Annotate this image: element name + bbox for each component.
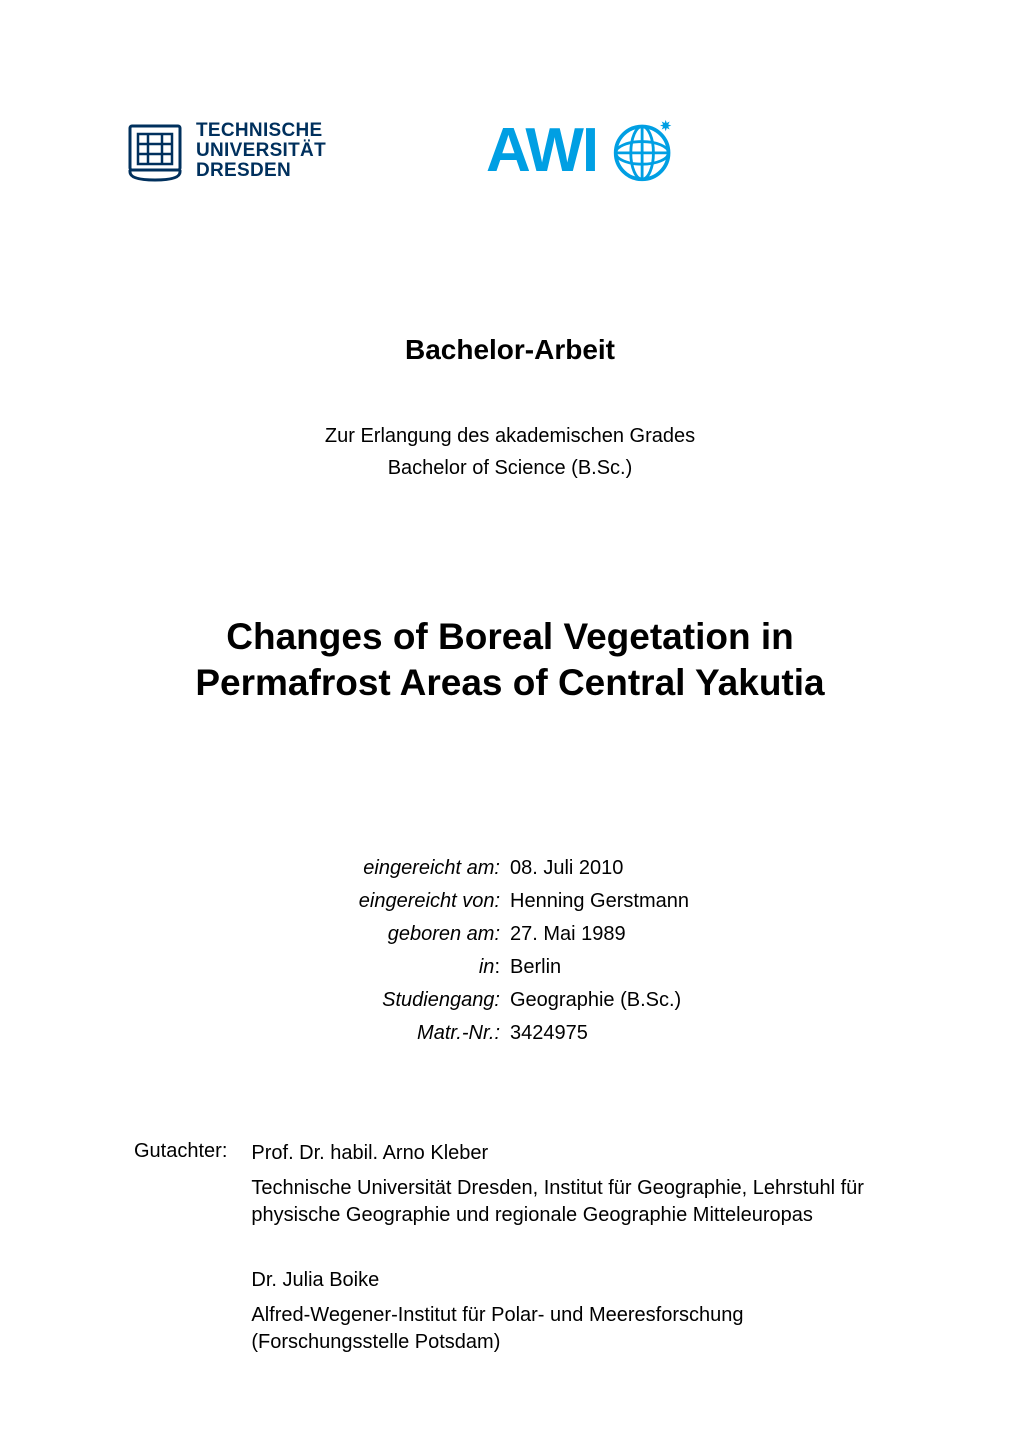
born-in-label: in: xyxy=(270,956,510,979)
reviewer-1-name: Prof. Dr. habil. Arno Kleber xyxy=(251,1140,892,1167)
awi-wordmark: AWI xyxy=(486,120,597,182)
tud-shield-icon xyxy=(128,120,182,182)
program-label: Studiengang: xyxy=(270,989,510,1012)
tud-logo: TECHNISCHE UNIVERSITÄT DRESDEN xyxy=(128,120,326,182)
title-page: TECHNISCHE UNIVERSITÄT DRESDEN AWI Bache… xyxy=(0,0,1020,1386)
reviewers-label: Gutachter: xyxy=(134,1140,227,1386)
reviewer-2-affiliation: Alfred-Wegener-Institut für Polar- und M… xyxy=(251,1302,892,1356)
reviewer-2-name: Dr. Julia Boike xyxy=(251,1267,892,1294)
matr-value: 3424975 xyxy=(510,1022,750,1045)
reviewer-1: Prof. Dr. habil. Arno Kleber Technische … xyxy=(251,1140,892,1229)
submitted-by-value: Henning Gerstmann xyxy=(510,890,750,913)
logo-row: TECHNISCHE UNIVERSITÄT DRESDEN AWI xyxy=(128,118,892,184)
info-row: in: Berlin xyxy=(128,956,892,979)
info-row: geboren am: 27. Mai 1989 xyxy=(128,923,892,946)
reviewers-section: Gutachter: Prof. Dr. habil. Arno Kleber … xyxy=(128,1140,892,1386)
reviewer-2: Dr. Julia Boike Alfred-Wegener-Institut … xyxy=(251,1267,892,1356)
born-in-value: Berlin xyxy=(510,956,750,979)
program-value: Geographie (B.Sc.) xyxy=(510,989,750,1012)
tud-line2: UNIVERSITÄT xyxy=(196,141,326,161)
document-type: Bachelor-Arbeit xyxy=(128,334,892,366)
submitted-on-label: eingereicht am: xyxy=(270,857,510,880)
born-on-value: 27. Mai 1989 xyxy=(510,923,750,946)
submitted-on-value: 08. Juli 2010 xyxy=(510,857,750,880)
document-subtitle: Zur Erlangung des akademischen Grades Ba… xyxy=(128,420,892,484)
title-line2: Permafrost Areas of Central Yakutia xyxy=(128,660,892,706)
main-title: Changes of Boreal Vegetation in Permafro… xyxy=(128,614,892,707)
tud-line3: DRESDEN xyxy=(196,161,326,181)
awi-logo: AWI xyxy=(486,118,677,184)
subtitle-line2: Bachelor of Science (B.Sc.) xyxy=(128,452,892,484)
title-line1: Changes of Boreal Vegetation in xyxy=(128,614,892,660)
tud-line1: TECHNISCHE xyxy=(196,121,326,141)
reviewer-1-affiliation: Technische Universität Dresden, Institut… xyxy=(251,1175,892,1229)
submitted-by-label: eingereicht von: xyxy=(270,890,510,913)
born-on-label: geboren am: xyxy=(270,923,510,946)
info-row: eingereicht von: Henning Gerstmann xyxy=(128,890,892,913)
info-row: Studiengang: Geographie (B.Sc.) xyxy=(128,989,892,1012)
submission-info: eingereicht am: 08. Juli 2010 eingereich… xyxy=(128,857,892,1045)
matr-label: Matr.-Nr.: xyxy=(270,1022,510,1045)
info-row: eingereicht am: 08. Juli 2010 xyxy=(128,857,892,880)
reviewers-body: Prof. Dr. habil. Arno Kleber Technische … xyxy=(251,1140,892,1386)
info-row: Matr.-Nr.: 3424975 xyxy=(128,1022,892,1045)
awi-globe-icon xyxy=(611,118,677,184)
tud-wordmark: TECHNISCHE UNIVERSITÄT DRESDEN xyxy=(196,121,326,181)
subtitle-line1: Zur Erlangung des akademischen Grades xyxy=(128,420,892,452)
